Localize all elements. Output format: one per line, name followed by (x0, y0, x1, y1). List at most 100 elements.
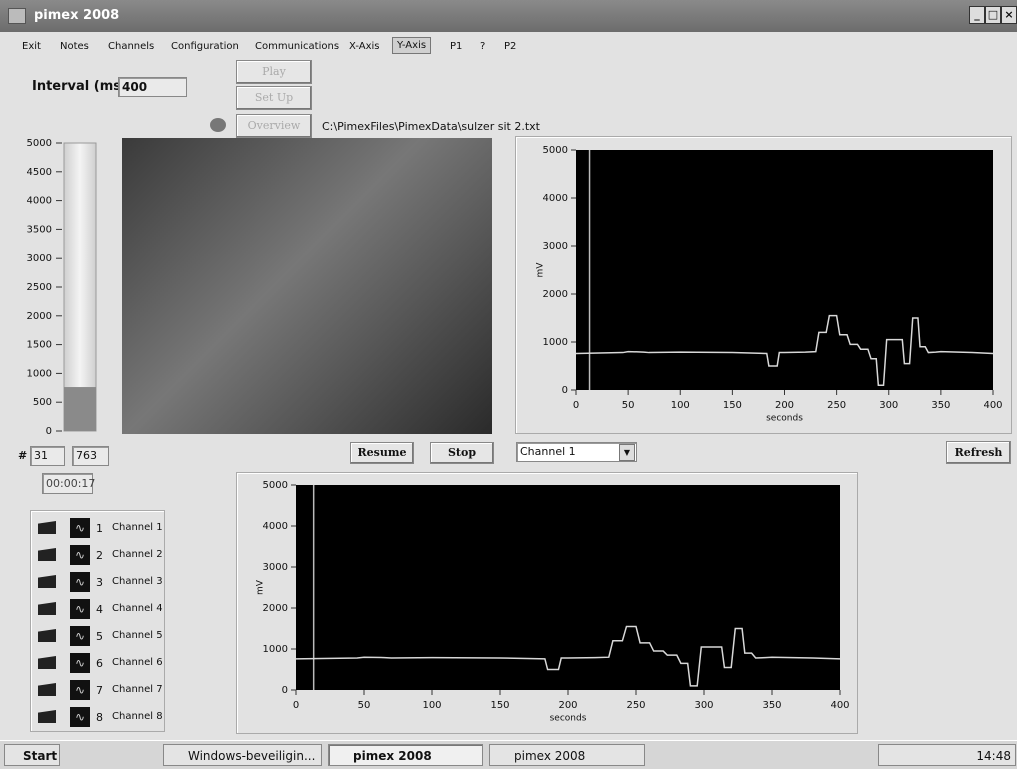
menu-item[interactable]: ? (476, 39, 489, 54)
setup-button[interactable]: Set Up (236, 86, 312, 110)
channel-name: Channel 5 (112, 630, 163, 641)
y-tick-label: 5000 (27, 138, 52, 149)
sample-counter: 31 (30, 446, 65, 466)
channel-icon: ∿ (70, 599, 90, 619)
taskbar: Start Windows-beveiligin... pimex 2008 p… (0, 740, 1017, 769)
y-axis-label: mV (256, 579, 266, 595)
y-tick-label: 3500 (27, 224, 52, 235)
channel-row[interactable]: ∿ 4 Channel 4 (38, 599, 163, 619)
y-tick-label: 3000 (27, 253, 52, 264)
y-tick-label: 0 (282, 685, 288, 696)
task-button[interactable]: pimex 2008 (328, 744, 483, 766)
channel-name: Channel 2 (112, 549, 163, 560)
maximize-button[interactable]: □ (985, 6, 1001, 24)
play-button[interactable]: Play (236, 60, 312, 84)
sample-value: 763 (72, 446, 109, 466)
channel-icon: ∿ (70, 653, 90, 673)
y-tick-label: 2000 (27, 311, 52, 322)
x-tick-label: 400 (830, 700, 849, 711)
x-tick-label: 200 (775, 400, 794, 411)
status-led (210, 118, 226, 132)
x-tick-label: 200 (558, 700, 577, 711)
stop-button[interactable]: Stop (430, 442, 494, 464)
channel-row[interactable]: ∿ 2 Channel 2 (38, 545, 163, 565)
y-tick-label: 4000 (27, 196, 52, 207)
y-tick-label: 3000 (263, 562, 288, 573)
menu-item[interactable]: Notes (56, 39, 93, 54)
app-icon (8, 8, 26, 24)
x-tick-label: 350 (762, 700, 781, 711)
file-path: C:\PimexFiles\PimexData\sulzer sit 2.txt (322, 120, 540, 133)
menu-item[interactable]: Configuration (167, 39, 243, 54)
menu-item[interactable]: Exit (18, 39, 45, 54)
y-tick-label: 4000 (543, 193, 568, 204)
clock: 14:48 (976, 749, 1011, 763)
y-tick-label: 0 (46, 426, 52, 437)
channel-number: 2 (96, 549, 103, 562)
y-tick-label: 2000 (263, 603, 288, 614)
menu-bar: Exit Notes Channels Configuration Communicat… (0, 34, 1017, 58)
y-tick-label: 1000 (27, 368, 52, 379)
channel-name: Channel 4 (112, 603, 163, 614)
x-tick-label: 0 (573, 400, 579, 411)
system-tray: 14:48 (878, 744, 1016, 766)
x-tick-label: 100 (422, 700, 441, 711)
y-axis-label: mV (536, 262, 546, 278)
channel-name: Channel 1 (112, 522, 163, 533)
x-tick-label: 50 (358, 700, 371, 711)
task-button[interactable]: Windows-beveiligin... (163, 744, 322, 766)
y-tick-label: 1000 (263, 644, 288, 655)
x-tick-label: 250 (626, 700, 645, 711)
menu-item[interactable]: Y-Axis (392, 37, 431, 54)
plot-area (296, 485, 840, 690)
y-tick-label: 1500 (27, 340, 52, 351)
channel-name: Channel 6 (112, 657, 163, 668)
menu-item[interactable]: P2 (500, 39, 520, 54)
y-tick-label: 4500 (27, 167, 52, 178)
channel-number: 3 (96, 576, 103, 589)
x-axis-label: seconds (766, 414, 803, 424)
minimize-button[interactable]: _ (969, 6, 985, 24)
start-button[interactable]: Start (4, 744, 60, 766)
channel-number: 6 (96, 657, 103, 670)
channel-number: 8 (96, 711, 103, 724)
interval-input[interactable]: 400 (118, 77, 187, 97)
channel-number: 5 (96, 630, 103, 643)
refresh-button[interactable]: Refresh (946, 441, 1011, 464)
menu-item[interactable]: Channels (104, 39, 158, 54)
channel-icon: ∿ (70, 707, 90, 727)
close-button[interactable]: × (1001, 6, 1017, 24)
channel-number: 4 (96, 603, 103, 616)
x-tick-label: 0 (293, 700, 299, 711)
gauge-level (64, 387, 96, 431)
task-button[interactable]: pimex 2008 (489, 744, 645, 766)
channel-icon: ∿ (70, 545, 90, 565)
channel-color (38, 521, 56, 534)
y-tick-label: 1000 (543, 337, 568, 348)
window-title: pimex 2008 (34, 8, 119, 23)
channel-icon: ∿ (70, 626, 90, 646)
channel-row[interactable]: ∿ 6 Channel 6 (38, 653, 163, 673)
channel-dropdown[interactable]: Channel 1▼ (516, 442, 637, 462)
menu-item[interactable]: X-Axis (345, 39, 384, 54)
overview-button[interactable]: Overview (236, 114, 312, 138)
resume-button[interactable]: Resume (350, 442, 414, 464)
menu-item[interactable]: P1 (446, 39, 466, 54)
video-frame (122, 138, 492, 434)
menu-item[interactable]: Communications (251, 39, 343, 54)
top-chart: 0100020003000400050000501001502002503003… (515, 136, 1010, 432)
plot-area (576, 150, 993, 390)
y-tick-label: 4000 (263, 521, 288, 532)
channel-color (38, 575, 56, 588)
channel-color (38, 710, 56, 723)
channel-number: 7 (96, 684, 103, 697)
channel-row[interactable]: ∿ 5 Channel 5 (38, 626, 163, 646)
x-axis-label: seconds (550, 714, 587, 724)
channel-icon: ∿ (70, 680, 90, 700)
